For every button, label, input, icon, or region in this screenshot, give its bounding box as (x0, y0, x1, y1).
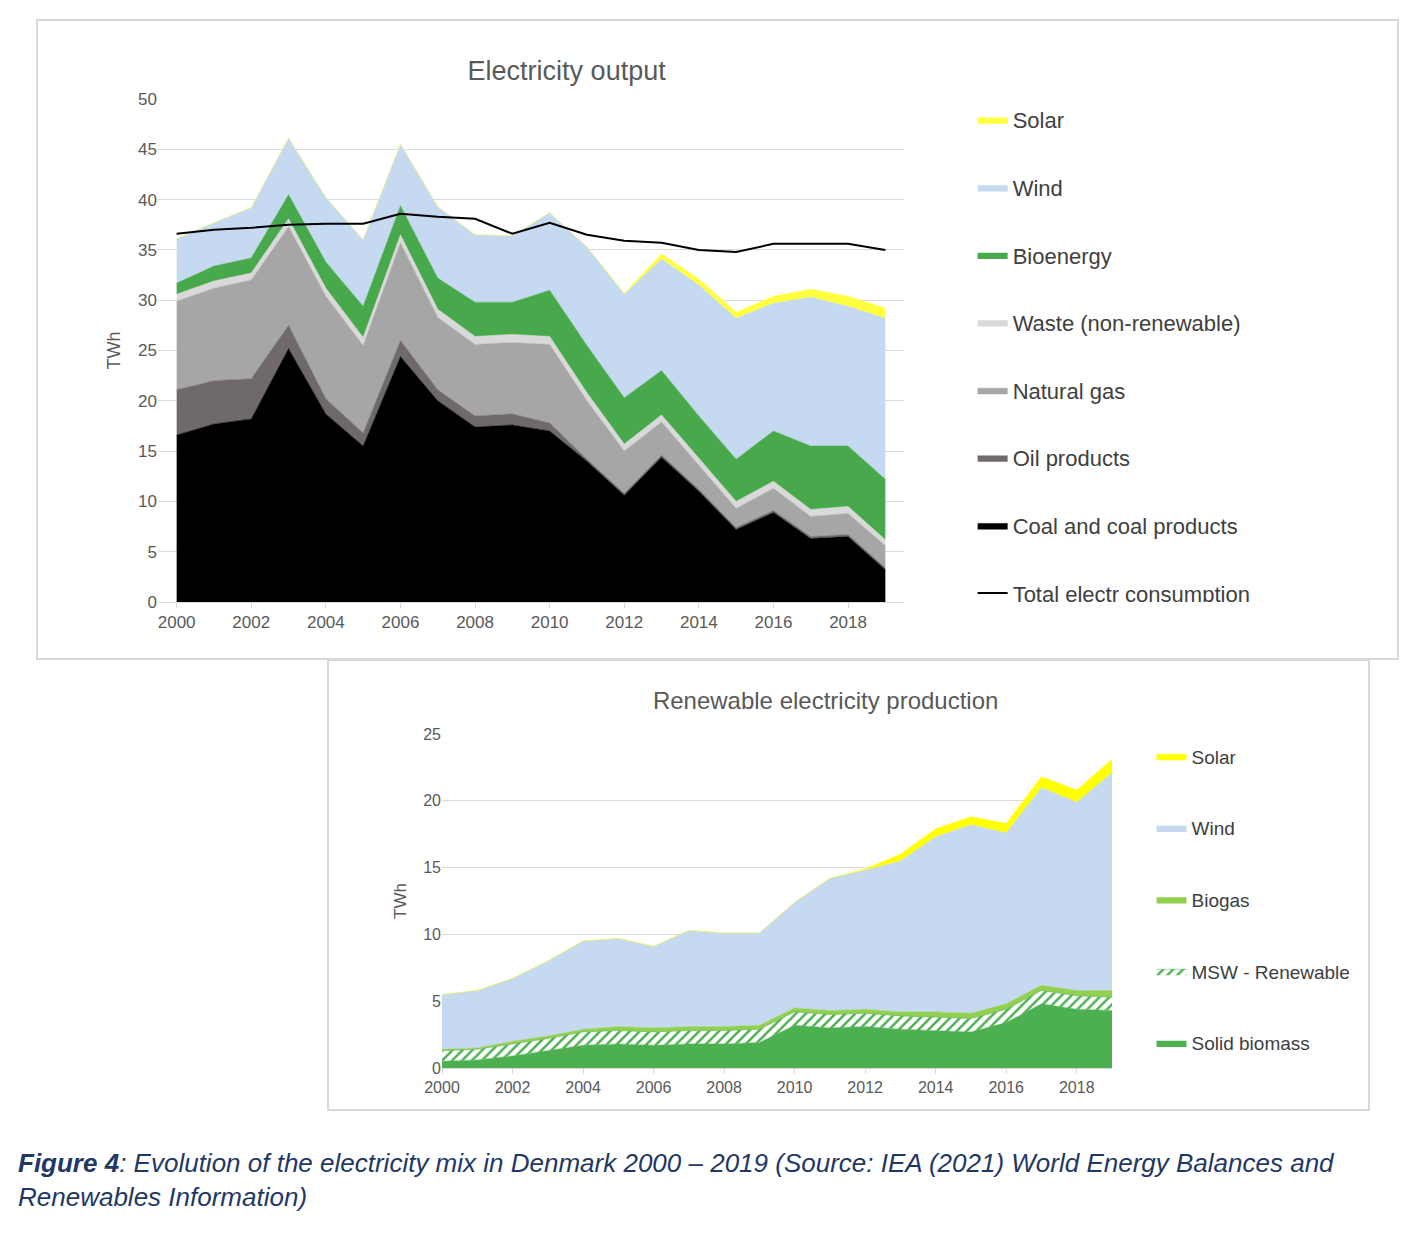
svg-text:30: 30 (138, 291, 157, 310)
svg-text:Coal and coal products: Coal and coal products (1013, 514, 1238, 539)
svg-text:2014: 2014 (918, 1079, 954, 1096)
svg-text:2012: 2012 (847, 1079, 883, 1096)
svg-text:TWh: TWh (104, 332, 124, 370)
svg-text:2014: 2014 (680, 613, 718, 632)
svg-text:Wind: Wind (1192, 818, 1235, 839)
svg-text:2006: 2006 (636, 1079, 672, 1096)
svg-text:40: 40 (138, 191, 157, 210)
svg-text:2010: 2010 (777, 1079, 813, 1096)
svg-text:Solar: Solar (1013, 108, 1064, 133)
svg-text:Bioenergy: Bioenergy (1013, 244, 1112, 269)
svg-text:0: 0 (432, 1060, 441, 1077)
svg-text:2006: 2006 (382, 613, 420, 632)
svg-text:5: 5 (148, 543, 157, 562)
svg-text:2008: 2008 (706, 1079, 742, 1096)
svg-text:MSW - Renewable: MSW - Renewable (1192, 962, 1350, 983)
html-text:Figure 4: Evolution of the ele: Figure 4: Evolution of the electricity m… (18, 1148, 1334, 1212)
svg-text:25: 25 (138, 341, 157, 360)
svg-text:Total electr consumption: Total electr consumption (1013, 582, 1250, 602)
svg-text:10: 10 (423, 926, 441, 943)
svg-text:25: 25 (423, 726, 441, 743)
svg-text:Electricity output: Electricity output (468, 56, 667, 86)
svg-text:0: 0 (148, 593, 157, 612)
svg-text:2000: 2000 (424, 1079, 460, 1096)
svg-text:10: 10 (138, 492, 157, 511)
svg-text:Wind: Wind (1013, 176, 1063, 201)
svg-text:Biogas: Biogas (1192, 890, 1250, 911)
svg-text:Solar: Solar (1192, 747, 1237, 768)
svg-text:2018: 2018 (829, 613, 867, 632)
svg-text:2002: 2002 (495, 1079, 531, 1096)
svg-text:2012: 2012 (605, 613, 643, 632)
svg-text:20: 20 (138, 392, 157, 411)
svg-text:TWh: TWh (391, 883, 410, 919)
svg-text:45: 45 (138, 140, 157, 159)
svg-text:35: 35 (138, 241, 157, 260)
svg-text:2000: 2000 (158, 613, 196, 632)
svg-text:Natural gas: Natural gas (1013, 379, 1126, 404)
svg-text:2016: 2016 (988, 1079, 1024, 1096)
svg-text:Renewable electricity producti: Renewable electricity production (653, 687, 999, 714)
svg-text:15: 15 (423, 859, 441, 876)
svg-text:2010: 2010 (531, 613, 569, 632)
svg-text:2008: 2008 (456, 613, 494, 632)
svg-text:Oil products: Oil products (1013, 446, 1130, 471)
svg-text:Solid biomass: Solid biomass (1192, 1033, 1310, 1054)
svg-text:2002: 2002 (232, 613, 270, 632)
svg-text:5: 5 (432, 993, 441, 1010)
svg-text:15: 15 (138, 442, 157, 461)
svg-text:Waste (non-renewable): Waste (non-renewable) (1013, 311, 1241, 336)
svg-text:2018: 2018 (1059, 1079, 1095, 1096)
svg-text:2004: 2004 (307, 613, 345, 632)
svg-text:2004: 2004 (565, 1079, 601, 1096)
svg-text:2016: 2016 (755, 613, 793, 632)
svg-text:50: 50 (138, 90, 157, 109)
svg-text:20: 20 (423, 792, 441, 809)
